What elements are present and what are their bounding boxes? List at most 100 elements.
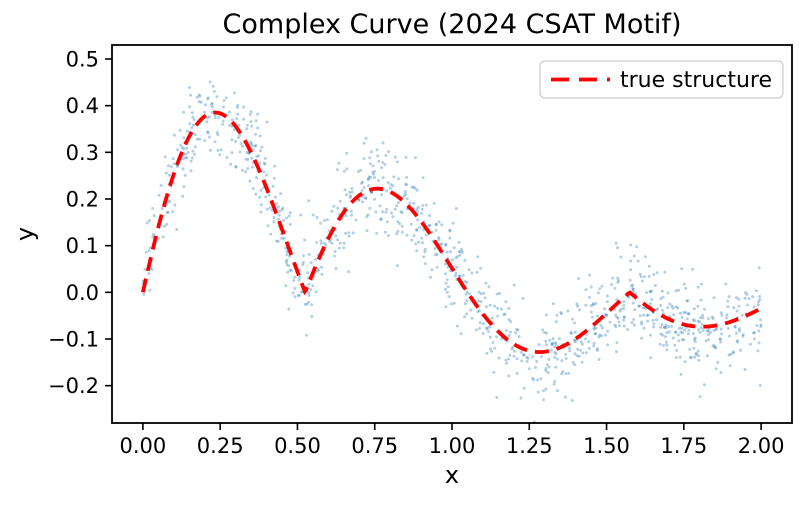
scatter-point [178,128,182,132]
scatter-point [249,140,253,144]
scatter-point [696,285,700,289]
scatter-point [440,242,444,246]
scatter-point [566,309,570,313]
scatter-point [280,208,284,212]
scatter-point [437,220,441,224]
scatter-point [303,238,307,242]
scatter-point [639,275,643,279]
x-tick-label: 2.00 [738,434,785,458]
scatter-point [692,346,696,350]
legend-box [539,60,784,99]
scatter-point [660,289,664,293]
scatter-point [263,156,267,160]
scatter-point [206,131,210,135]
scatter-point [571,360,575,364]
scatter-point [350,190,354,194]
scatter-point [615,315,619,319]
scatter-point [391,215,395,219]
scatter-point [487,285,491,289]
scatter-point [751,295,755,299]
scatter-point [698,330,702,334]
scatter-point [377,159,381,163]
scatter-point [642,326,646,330]
scatter-point [479,292,483,296]
scatter-point [282,236,286,240]
x-tick-label: 0.50 [274,434,321,458]
scatter-point [262,161,266,165]
scatter-point [292,279,296,282]
scatter-point [613,323,617,327]
scatter-point [437,238,441,242]
scatter-point [307,300,311,304]
scatter-point [597,335,601,339]
scatter-point [288,268,292,272]
scatter-point [606,343,610,347]
scatter-point [579,340,583,344]
scatter-point [515,327,519,331]
scatter-point [728,334,731,338]
scatter-point [724,282,728,286]
scatter-point [651,318,655,322]
scatter-point [263,162,267,166]
scatter-point [147,272,151,275]
scatter-point [568,346,572,350]
scatter-point [744,291,747,295]
scatter-point [686,299,690,303]
y-tick-label: 0.3 [66,141,99,165]
scatter-point [365,215,369,219]
scatter-point [291,291,295,295]
scatter-point [197,100,201,104]
scatter-point [733,324,737,328]
scatter-point [681,331,685,335]
scatter-point [380,166,384,170]
scatter-point [385,207,389,211]
scatter-point [653,284,657,287]
scatter-point [720,332,724,336]
scatter-point [688,355,692,359]
scatter-point [430,268,434,272]
x-tick-label: 1.50 [583,434,630,458]
scatter-point [735,309,739,313]
scatter-point [381,210,385,214]
scatter-point [603,307,607,311]
scatter-point [564,352,568,356]
scatter-point [727,353,731,357]
scatter-point [378,204,382,208]
scatter-point [698,395,702,399]
scatter-point [349,194,352,198]
scatter-point [427,224,431,228]
scatter-point [505,361,508,365]
scatter-point [454,271,458,275]
scatter-point [396,220,400,224]
scatter-point [484,305,488,309]
scatter-point [622,304,626,307]
scatter-point [250,165,254,169]
scatter-point [415,228,419,232]
scatter-point [148,288,152,292]
scatter-point [745,292,749,296]
y-tick-label: 0.1 [66,234,99,258]
scatter-point [350,213,354,217]
scatter-point [627,295,631,299]
scatter-point [677,339,681,343]
scatter-point [190,156,194,160]
scatter-point [488,303,492,307]
scatter-point [541,389,545,393]
scatter-point [554,342,558,346]
scatter-point [676,306,680,310]
scatter-point [444,281,448,285]
scatter-point [531,376,534,380]
scatter-point [179,143,183,147]
scatter-point [359,168,363,172]
scatter-point [344,214,348,218]
scatter-point [495,396,499,399]
scatter-point [175,228,179,231]
scatter-point [385,220,389,224]
scatter-point [351,231,355,235]
scatter-point [452,246,456,250]
scatter-point [532,378,536,382]
scatter-point [398,222,401,226]
scatter-point [507,357,510,361]
scatter-point [757,341,761,345]
scatter-point [495,292,499,296]
